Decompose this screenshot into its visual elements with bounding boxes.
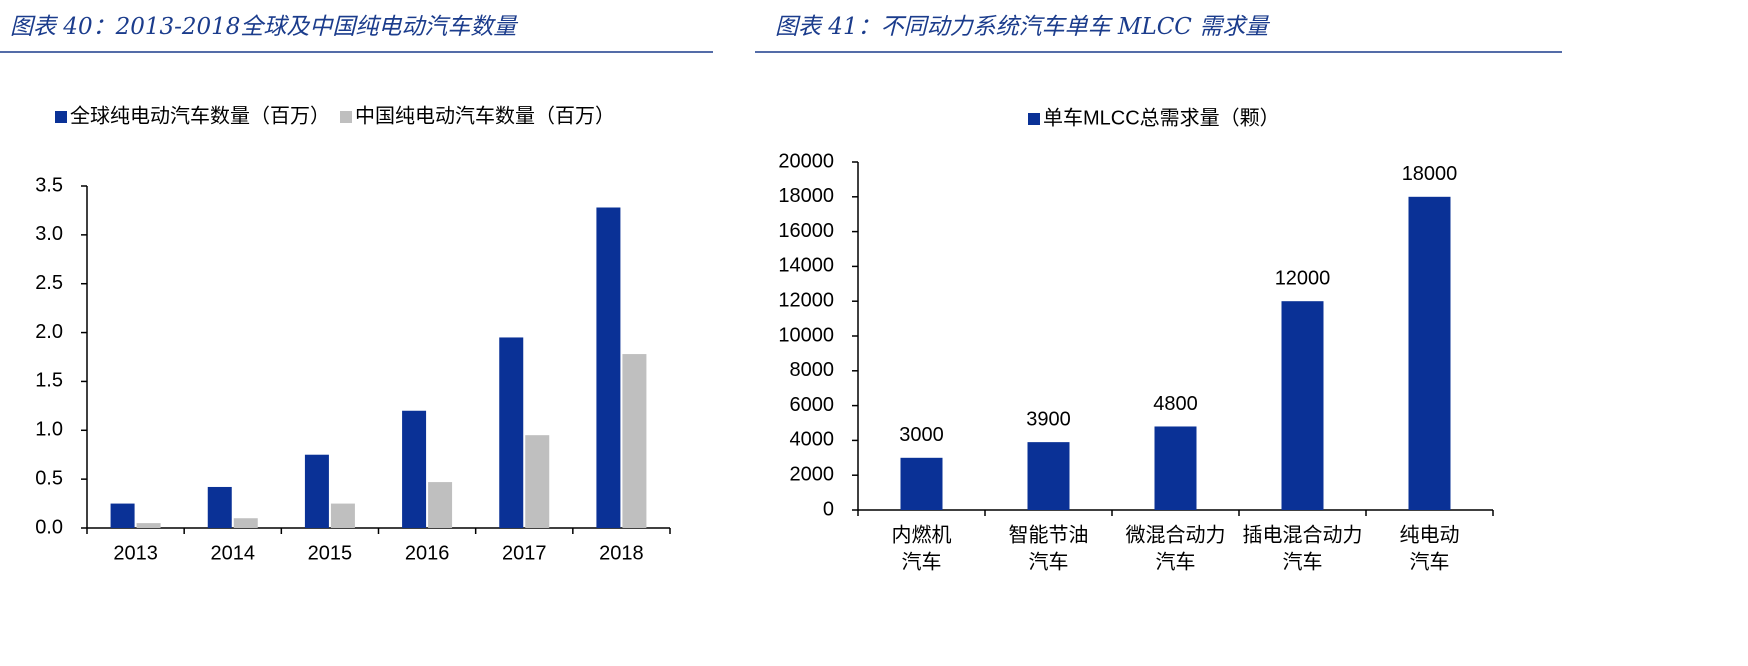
y-tick-label: 2.0	[35, 321, 63, 343]
x-tick-label: 纯电动	[1400, 523, 1460, 546]
bar	[110, 503, 135, 528]
y-tick-label: 0.5	[35, 467, 63, 489]
bar	[900, 457, 943, 510]
y-tick-label: 1.0	[35, 419, 63, 441]
bar	[1154, 426, 1197, 510]
data-label: 3000	[899, 424, 944, 446]
data-label: 3900	[1026, 408, 1071, 430]
y-tick-label: 0.0	[35, 516, 63, 538]
bar	[402, 410, 427, 528]
chart-title: 图表 41：不同动力系统汽车单车 MLCC 需求量	[775, 14, 1270, 40]
y-tick-label: 2000	[790, 463, 835, 485]
legend-label: 中国纯电动汽车数量（百万）	[355, 104, 615, 127]
bar	[622, 354, 647, 528]
data-label: 4800	[1153, 393, 1198, 415]
y-tick-label: 1.5	[35, 370, 63, 392]
bar	[596, 207, 621, 529]
y-tick-label: 12000	[778, 289, 834, 311]
y-tick-label: 10000	[778, 324, 834, 346]
y-tick-label: 4000	[790, 429, 835, 451]
x-tick-label: 内燃机	[892, 523, 952, 546]
x-tick-label: 汽车	[902, 550, 942, 573]
bar	[1408, 196, 1451, 511]
bar	[428, 482, 453, 528]
x-tick-label: 2018	[599, 542, 644, 564]
bar	[330, 503, 355, 528]
x-tick-label: 2016	[405, 542, 450, 564]
x-tick-label: 汽车	[1156, 550, 1196, 573]
y-tick-label: 3.0	[35, 223, 63, 245]
y-tick-label: 14000	[778, 255, 834, 277]
x-tick-label: 汽车	[1283, 550, 1323, 573]
x-tick-label: 2015	[308, 542, 353, 564]
legend-label: 全球纯电动汽车数量（百万）	[70, 104, 330, 127]
legend-swatch	[1028, 113, 1040, 125]
x-tick-label: 2013	[113, 542, 158, 564]
bar	[1281, 301, 1324, 510]
bar	[207, 486, 232, 528]
legend-swatch	[55, 111, 67, 123]
bar	[304, 454, 329, 528]
x-tick-label: 汽车	[1029, 550, 1069, 573]
bar	[136, 523, 161, 528]
bar	[499, 337, 524, 528]
x-tick-label: 2014	[211, 542, 256, 564]
legend-swatch	[340, 111, 352, 123]
bar	[525, 435, 550, 528]
y-tick-label: 16000	[778, 220, 834, 242]
x-tick-label: 智能节油	[1009, 523, 1089, 546]
y-tick-label: 8000	[790, 359, 835, 381]
x-tick-label: 2017	[502, 542, 547, 564]
y-tick-label: 18000	[778, 185, 834, 207]
legend-label: 单车MLCC总需求量（颗）	[1043, 106, 1280, 129]
y-tick-label: 3.5	[35, 174, 63, 196]
x-tick-label: 插电混合动力	[1243, 523, 1363, 546]
data-label: 18000	[1402, 163, 1458, 185]
data-label: 12000	[1275, 267, 1331, 289]
bar	[233, 518, 258, 528]
bar	[1027, 442, 1070, 510]
y-tick-label: 6000	[790, 394, 835, 416]
y-tick-label: 2.5	[35, 272, 63, 294]
y-tick-label: 0	[823, 498, 834, 520]
chart-title: 图表 40：2013-2018全球及中国纯电动汽车数量	[10, 14, 518, 40]
x-tick-label: 微混合动力	[1126, 523, 1226, 546]
y-tick-label: 20000	[778, 150, 834, 172]
x-tick-label: 汽车	[1410, 550, 1450, 573]
